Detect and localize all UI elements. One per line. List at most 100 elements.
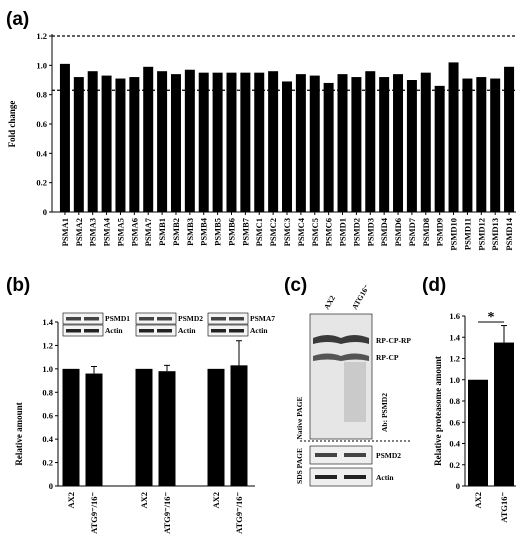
blot-band <box>66 329 81 333</box>
sds-band-label: Actin <box>376 473 394 482</box>
y-tick-label: 1.2 <box>42 340 53 350</box>
y-tick-label: 0.8 <box>42 387 53 397</box>
y-tick-label: 0.2 <box>36 178 47 188</box>
bar <box>240 72 251 213</box>
bar <box>129 77 140 212</box>
blot-band <box>139 329 154 333</box>
y-tick-label: 0.8 <box>449 396 460 406</box>
lane-smear <box>344 362 366 422</box>
bar <box>420 72 431 213</box>
bar <box>448 62 459 213</box>
bar <box>59 63 70 212</box>
y-tick-label: 0.6 <box>36 119 47 129</box>
x-tick-label: PSMD9 <box>435 218 445 246</box>
blot-band <box>66 317 81 321</box>
bar <box>115 78 126 213</box>
blot-inset <box>62 324 104 337</box>
x-tick-label: PSMB2 <box>171 218 181 246</box>
blot-band <box>229 329 244 333</box>
sds-blot-actin <box>309 467 373 487</box>
x-tick-label: AX2 <box>211 492 221 509</box>
x-tick-label: PSMD8 <box>421 218 431 246</box>
panel-d-chart: 0 0.2 0.4 0.6 0.8 1.0 1.2 1.4 1.6 Relative protea… <box>433 310 516 523</box>
blot-band <box>315 475 337 479</box>
bar <box>226 72 237 213</box>
y-tick-label: 1.2 <box>449 354 460 364</box>
band-label-rp-cp-rp: RP-CP-RP <box>376 336 411 345</box>
bar <box>490 78 501 213</box>
antibody-label: Ab: PSMD2 <box>380 393 389 432</box>
blot-band <box>84 317 99 321</box>
bar <box>170 74 181 212</box>
y-tick-label: 1.2 <box>36 31 47 41</box>
x-tick-label: PSMB5 <box>213 218 223 246</box>
y-tick-label: 1.4 <box>449 332 460 342</box>
y-tick-label: 1.6 <box>449 311 460 321</box>
x-tick-label: PSMB1 <box>157 218 167 246</box>
blot-band <box>139 317 154 321</box>
blot-band <box>157 317 172 321</box>
lane-label: AX2 <box>322 294 337 311</box>
bar <box>207 368 225 486</box>
blot-label: Actin <box>178 326 196 335</box>
y-axis-label: Relative proteasome amount <box>433 356 443 466</box>
y-axis-label: Fold change <box>7 101 17 148</box>
bar <box>143 66 154 212</box>
panel-c-blot: AX2 ATG16⁻ RP-CP-RP RP-CP Ab: PSMD2 Native PA… <box>295 283 412 487</box>
blot-band <box>211 329 226 333</box>
y-tick-label: 0.2 <box>449 460 460 470</box>
x-tick-label: PSMC3 <box>282 218 292 246</box>
x-tick-label: PSMA4 <box>102 217 112 246</box>
y-tick-label: 0.4 <box>42 434 53 444</box>
y-tick-label: 0.8 <box>36 90 47 100</box>
panel-a-label: (a) <box>6 9 29 30</box>
native-page-label: Native PAGE <box>295 397 304 440</box>
x-tick-label: AX2 <box>473 492 483 509</box>
sds-band-label: PSMD2 <box>376 451 401 460</box>
y-tick-label: 0.4 <box>449 439 460 449</box>
blot-label: Actin <box>105 326 123 335</box>
bar <box>494 342 514 486</box>
bar <box>476 77 487 212</box>
y-tick-label: 0 <box>43 207 47 217</box>
bar <box>282 81 292 212</box>
y-tick-label: 0 <box>49 481 53 491</box>
x-tick-label: PSMA2 <box>74 218 84 246</box>
x-tick-label: PSMC2 <box>268 218 278 246</box>
blot-band <box>84 329 99 333</box>
bar <box>323 82 334 212</box>
x-tick-label: PSMC1 <box>254 218 264 246</box>
sds-page-label: SDS PAGE <box>295 448 304 484</box>
x-tick-label: AX2 <box>139 492 149 509</box>
blot-label: Actin <box>250 326 268 335</box>
blot-label: PSMD1 <box>105 314 130 323</box>
bar <box>462 78 473 213</box>
bar <box>73 77 84 212</box>
x-tick-label: PSMC5 <box>310 218 320 246</box>
y-tick-label: 0.6 <box>449 417 460 427</box>
panel-b-chart: 0 0.2 0.4 0.6 0.8 1.0 1.2 1.4 Relative amount AX2… <box>14 312 275 534</box>
blot-inset <box>135 324 177 337</box>
x-tick-label: PSMD7 <box>407 217 417 246</box>
y-tick-label: 0.6 <box>42 411 53 421</box>
bar <box>135 368 153 486</box>
blot-inset <box>207 312 249 325</box>
y-tick-label: 0 <box>456 481 460 491</box>
bar <box>379 77 390 212</box>
blot-label: PSMD2 <box>178 314 203 323</box>
blot-band <box>157 329 172 333</box>
bar <box>337 74 348 212</box>
x-tick-label: PSMD2 <box>351 218 361 246</box>
band-label-rp-cp: RP-CP <box>376 353 399 362</box>
y-axis-label: Relative amount <box>14 402 24 465</box>
bar <box>406 80 417 212</box>
x-tick-label: PSMA7 <box>143 217 153 246</box>
blot-inset <box>207 324 249 337</box>
x-tick-label: PSMA6 <box>129 218 139 246</box>
bar <box>393 74 404 212</box>
x-tick-label: PSMD11 <box>462 218 472 250</box>
bar <box>434 85 445 212</box>
bar <box>212 72 223 213</box>
bar <box>309 75 320 212</box>
